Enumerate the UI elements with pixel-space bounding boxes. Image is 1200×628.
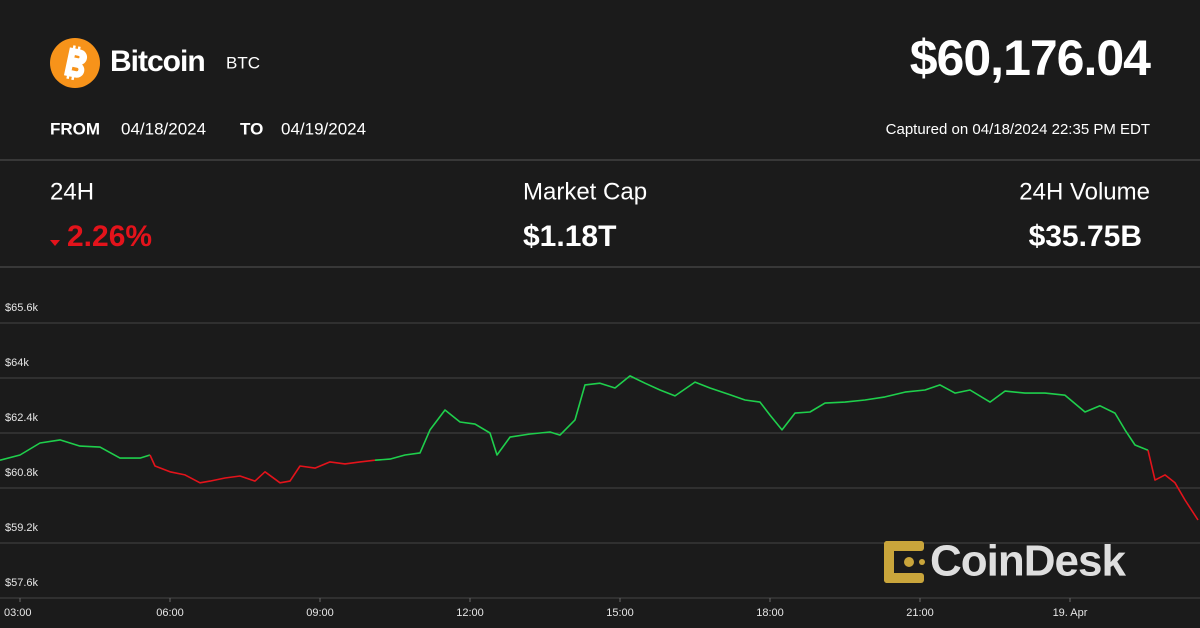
coin-symbol: BTC (226, 53, 260, 72)
x-tick-label: 12:00 (456, 607, 484, 619)
y-tick-label: $62.4k (5, 412, 39, 424)
x-tick-label: 09:00 (306, 607, 334, 619)
x-tick-label: 03:00 (4, 607, 32, 619)
from-date: 04/18/2024 (121, 119, 206, 138)
captured: Captured on 04/18/2024 22:35 PM EDT (886, 121, 1150, 138)
plot: $57.6k $59.2k $60.8k $62.4k $64k $65.6k 03:00 0… (0, 302, 1200, 619)
price-line (149, 454, 376, 484)
price: $60,176.04 (910, 30, 1151, 86)
x-tick-label: 19. Apr (1053, 607, 1088, 619)
to-label: TO (240, 119, 263, 138)
y-tick-label: $59.2k (5, 522, 39, 534)
coin-name: Bitcoin (110, 45, 205, 78)
stat-label: Market Cap (523, 178, 647, 205)
from-label: FROM (50, 119, 100, 138)
x-tick-label: 06:00 (156, 607, 184, 619)
y-tick-label: $60.8k (5, 467, 39, 479)
price-line (1147, 450, 1199, 521)
stat-value: 2.26% (67, 220, 152, 253)
stat-value: $1.18T (523, 220, 616, 253)
x-tick-label: 15:00 (606, 607, 634, 619)
stat-value: $35.75B (1029, 220, 1142, 253)
down-arrow (50, 240, 60, 246)
bitcoin-logo (50, 38, 100, 88)
stat-label: 24H (50, 178, 94, 205)
price-line (374, 375, 1149, 461)
y-tick-label: $65.6k (5, 302, 39, 314)
y-tick-label: $64k (5, 357, 29, 369)
x-tick-label: 21:00 (906, 607, 934, 619)
y-tick-label: $57.6k (5, 577, 39, 589)
watermark-logo (884, 541, 925, 583)
x-tick-label: 18:00 (756, 607, 784, 619)
stat-label: 24H Volume (1019, 178, 1150, 205)
watermark: CoinDesk (930, 537, 1126, 586)
price-line (0, 439, 151, 461)
to-date: 04/19/2024 (281, 119, 366, 138)
